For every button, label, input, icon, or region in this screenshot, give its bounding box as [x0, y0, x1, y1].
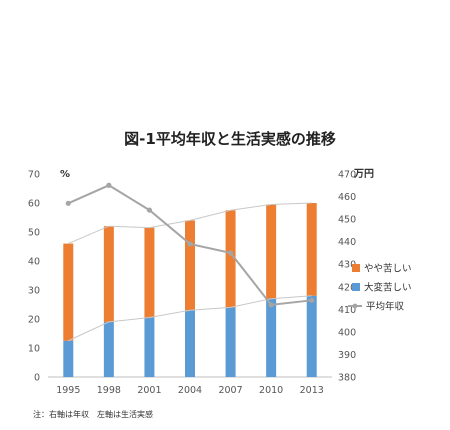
- x-tick-label: 1995: [56, 385, 80, 396]
- right-tick-label: 460: [338, 192, 356, 203]
- legend-marker-income: [352, 303, 358, 309]
- bar-somewhat: [225, 210, 236, 308]
- right-tick-label: 470: [338, 170, 356, 181]
- left-tick-label: 50: [28, 228, 40, 239]
- chart-title: 図-1平均年収と生活実感の推移: [124, 130, 336, 148]
- bar-severe: [63, 340, 74, 377]
- legend-label-severe: 大変苦しい: [364, 282, 412, 294]
- right-tick-label: 380: [338, 373, 356, 384]
- footnote: 注：右軸は年収 左軸は生活実感: [33, 410, 153, 419]
- bar-severe: [144, 317, 155, 377]
- left-tick-label: 70: [28, 170, 40, 181]
- bar-somewhat: [266, 204, 277, 299]
- right-tick-label: 400: [338, 327, 356, 338]
- income-point: [227, 250, 234, 256]
- right-tick-label: 390: [338, 350, 356, 361]
- legend-swatch-somewhat: [352, 264, 360, 272]
- bar-severe: [103, 321, 114, 377]
- bar-somewhat: [306, 203, 317, 296]
- bar-severe: [306, 295, 317, 377]
- x-tick-label: 2013: [300, 385, 324, 396]
- bar-severe: [185, 310, 195, 377]
- x-tick-label: 2007: [218, 385, 242, 396]
- bar-severe: [266, 298, 277, 377]
- left-tick-label: 30: [28, 286, 40, 297]
- left-tick-label: 20: [28, 315, 40, 326]
- left-tick-label: 60: [28, 199, 40, 210]
- left-tick-label: 40: [28, 257, 40, 268]
- income-point: [309, 297, 315, 303]
- blue-top-connector: [68, 295, 312, 342]
- x-tick-label: 1998: [97, 385, 121, 396]
- left-tick-label: 10: [28, 344, 40, 355]
- income-point: [106, 182, 112, 188]
- legend-label-somewhat: やや苦しい: [364, 263, 412, 275]
- legend-label-income: 平均年収: [366, 301, 405, 313]
- x-tick-label: 2004: [178, 385, 202, 396]
- income-point: [268, 302, 274, 308]
- left-tick-label: 0: [34, 373, 40, 384]
- left-axis-unit: %: [60, 169, 70, 180]
- right-tick-label: 410: [338, 305, 356, 316]
- right-axis-unit: 万円: [353, 168, 374, 180]
- right-tick-label: 450: [338, 215, 356, 226]
- bar-somewhat: [144, 227, 155, 318]
- right-tick-label: 420: [338, 282, 356, 293]
- bar-somewhat: [185, 220, 195, 311]
- income-point: [65, 200, 71, 206]
- right-tick-label: 430: [338, 260, 356, 271]
- income-point: [187, 241, 193, 247]
- bar-top-connector: [68, 202, 312, 245]
- bar-somewhat: [63, 243, 74, 341]
- plot-area: 0 10 20 30 40 50 60 70 380 390 400 410 420 430 440 450 4…: [28, 170, 356, 397]
- x-tick-label: 2001: [137, 385, 161, 396]
- bar-somewhat: [103, 226, 114, 322]
- income-point: [146, 207, 153, 213]
- bar-severe: [225, 307, 236, 377]
- legend-swatch-severe: [352, 283, 360, 291]
- x-tick-label: 2010: [259, 385, 283, 396]
- right-tick-label: 440: [338, 237, 356, 248]
